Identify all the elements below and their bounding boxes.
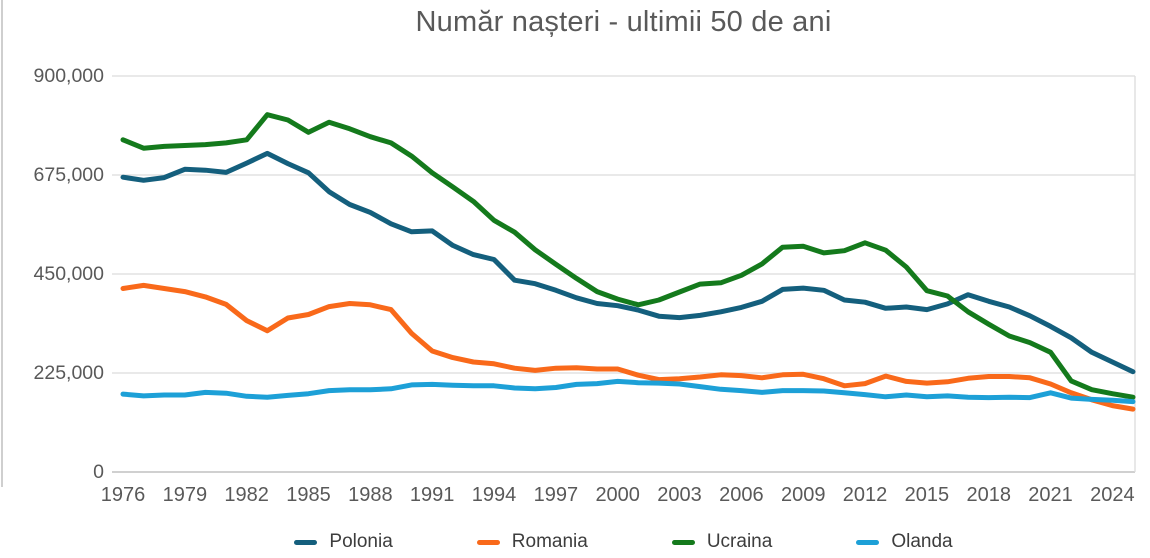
y-tick-label: 225,000 (34, 362, 105, 384)
x-tick-label: 1997 (534, 484, 579, 506)
y-tick-label: 0 (93, 461, 104, 483)
y-tick-label: 450,000 (34, 263, 105, 285)
series-line-polonia (120, 150, 1136, 375)
series-line-romania (120, 282, 1136, 412)
chart-legend: Polonia Romania Ucraina Olanda (112, 531, 1135, 553)
legend-item-polonia: Polonia (294, 531, 393, 553)
legend-label-ucraina: Ucraina (706, 531, 773, 552)
x-tick-label: 1991 (410, 484, 455, 506)
x-tick-label: 2015 (905, 484, 950, 506)
legend-swatch-ucraina (671, 539, 695, 545)
x-tick-label: 2021 (1028, 484, 1073, 506)
x-tick-label: 2012 (843, 484, 888, 506)
x-tick-label: 1982 (224, 484, 269, 506)
x-tick-label: 1985 (286, 484, 331, 506)
x-tick-label: 1979 (163, 484, 208, 506)
y-tick-label: 675,000 (34, 164, 105, 186)
x-tick-label: 1988 (348, 484, 393, 506)
x-tick-label: 2003 (657, 484, 702, 506)
x-tick-label: 1976 (101, 484, 146, 506)
chart-title: Număr nașteri - ultimii 50 de ani (415, 6, 832, 38)
legend-swatch-romania (476, 539, 500, 545)
x-tick-label: 2000 (595, 484, 640, 506)
series-line-olanda (120, 378, 1136, 405)
x-tick-label: 1994 (472, 484, 517, 506)
x-tick-label: 2018 (966, 484, 1011, 506)
series-line-ucraina (120, 112, 1136, 400)
legend-swatch-olanda (856, 539, 880, 545)
window-edge-line (1, 0, 3, 487)
x-tick-label: 2006 (719, 484, 764, 506)
y-tick-label: 900,000 (34, 65, 105, 87)
x-tick-label: 2009 (781, 484, 826, 506)
legend-label-romania: Romania (511, 531, 588, 552)
legend-swatch-polonia (294, 539, 318, 545)
legend-item-ucraina: Ucraina (671, 531, 773, 553)
legend-label-olanda: Olanda (891, 531, 953, 552)
legend-item-olanda: Olanda (856, 531, 953, 553)
x-tick-label: 2024 (1090, 484, 1135, 506)
legend-item-romania: Romania (476, 531, 588, 553)
legend-label-polonia: Polonia (329, 531, 393, 552)
